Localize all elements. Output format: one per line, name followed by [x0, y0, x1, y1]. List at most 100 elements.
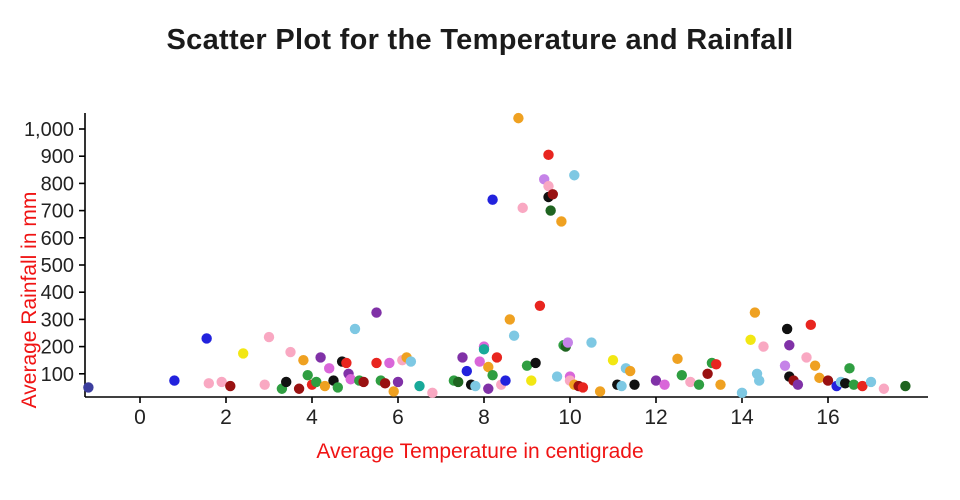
data-point [900, 380, 911, 392]
data-point [238, 348, 249, 359]
data-point [857, 380, 868, 392]
data-point [388, 386, 399, 397]
data-point [169, 375, 180, 386]
data-point [319, 380, 331, 392]
data-point [551, 371, 563, 382]
x-tick-label: 4 [306, 406, 318, 429]
data-point [805, 319, 816, 331]
data-point [216, 376, 227, 388]
data-point [556, 216, 567, 227]
data-point [650, 375, 662, 386]
data-point [453, 376, 464, 388]
data-point [470, 380, 481, 392]
data-point [715, 379, 726, 390]
data-point [225, 380, 236, 392]
data-point [427, 387, 438, 399]
data-point [844, 363, 855, 374]
data-point [379, 378, 391, 389]
data-point [547, 189, 558, 200]
y-tick-label: 100 [41, 364, 74, 386]
data-point [545, 205, 556, 216]
data-point [569, 170, 580, 181]
y-tick-label: 300 [41, 309, 74, 331]
x-tick-label: 2 [220, 406, 232, 429]
data-point [530, 357, 541, 369]
data-point [607, 355, 619, 366]
y-tick-label: 700 [41, 201, 74, 223]
data-point [878, 383, 890, 394]
data-point [259, 379, 270, 390]
x-tick-label: 0 [134, 406, 146, 429]
data-point [500, 375, 511, 386]
data-point [625, 365, 636, 377]
data-point [298, 355, 309, 366]
data-point [562, 337, 574, 348]
data-point [345, 374, 356, 385]
data-point [201, 333, 212, 344]
data-point [526, 375, 537, 386]
data-point [629, 379, 640, 390]
data-point [285, 346, 296, 358]
data-point [822, 375, 834, 386]
data-point [203, 378, 214, 389]
y-tick-label: 1,000 [24, 119, 74, 141]
y-axis-label: Average Rainfall in mm [18, 191, 41, 409]
data-point [371, 307, 382, 318]
y-tick-label: 800 [41, 173, 74, 195]
data-point [586, 337, 597, 348]
x-tick-label: 12 [644, 406, 667, 429]
data-point [414, 380, 425, 392]
data-point [315, 352, 326, 363]
data-point [543, 180, 554, 192]
data-point [293, 383, 305, 394]
data-point [461, 365, 472, 377]
data-point [594, 386, 606, 397]
data-point [487, 369, 498, 381]
x-tick-label: 10 [558, 406, 581, 429]
data-point [341, 357, 352, 369]
data-point [814, 372, 825, 384]
data-point [865, 376, 877, 388]
x-tick-label: 8 [478, 406, 490, 429]
data-point [685, 376, 696, 388]
data-point [745, 334, 756, 345]
data-point [784, 340, 795, 351]
data-point [513, 112, 524, 124]
data-point [521, 360, 533, 371]
data-point [659, 379, 670, 390]
data-point [281, 376, 292, 388]
data-point [809, 360, 821, 371]
data-point [83, 382, 94, 393]
data-point [302, 369, 313, 381]
data-point [405, 356, 417, 367]
data-point [487, 194, 498, 205]
data-point [508, 330, 520, 341]
data-point [577, 382, 589, 393]
data-point [736, 387, 748, 399]
data-point [672, 353, 683, 365]
data-point [263, 331, 275, 343]
data-point [543, 149, 554, 161]
data-point [693, 379, 705, 390]
data-point [504, 314, 515, 325]
y-tick-label: 200 [41, 337, 74, 359]
data-point [478, 344, 490, 355]
data-point [349, 323, 361, 335]
data-point [457, 352, 468, 363]
data-point [616, 380, 627, 392]
data-point [534, 300, 546, 311]
y-tick-label: 500 [41, 255, 74, 277]
data-point [781, 323, 793, 335]
data-point [517, 202, 528, 214]
data-point [758, 341, 769, 352]
data-point [392, 376, 404, 388]
data-point [311, 376, 322, 388]
data-point [676, 369, 687, 381]
data-point [474, 356, 485, 367]
data-point [384, 357, 395, 369]
data-point [754, 375, 765, 386]
data-point [483, 361, 494, 373]
data-point [848, 379, 859, 390]
data-point [371, 357, 382, 369]
